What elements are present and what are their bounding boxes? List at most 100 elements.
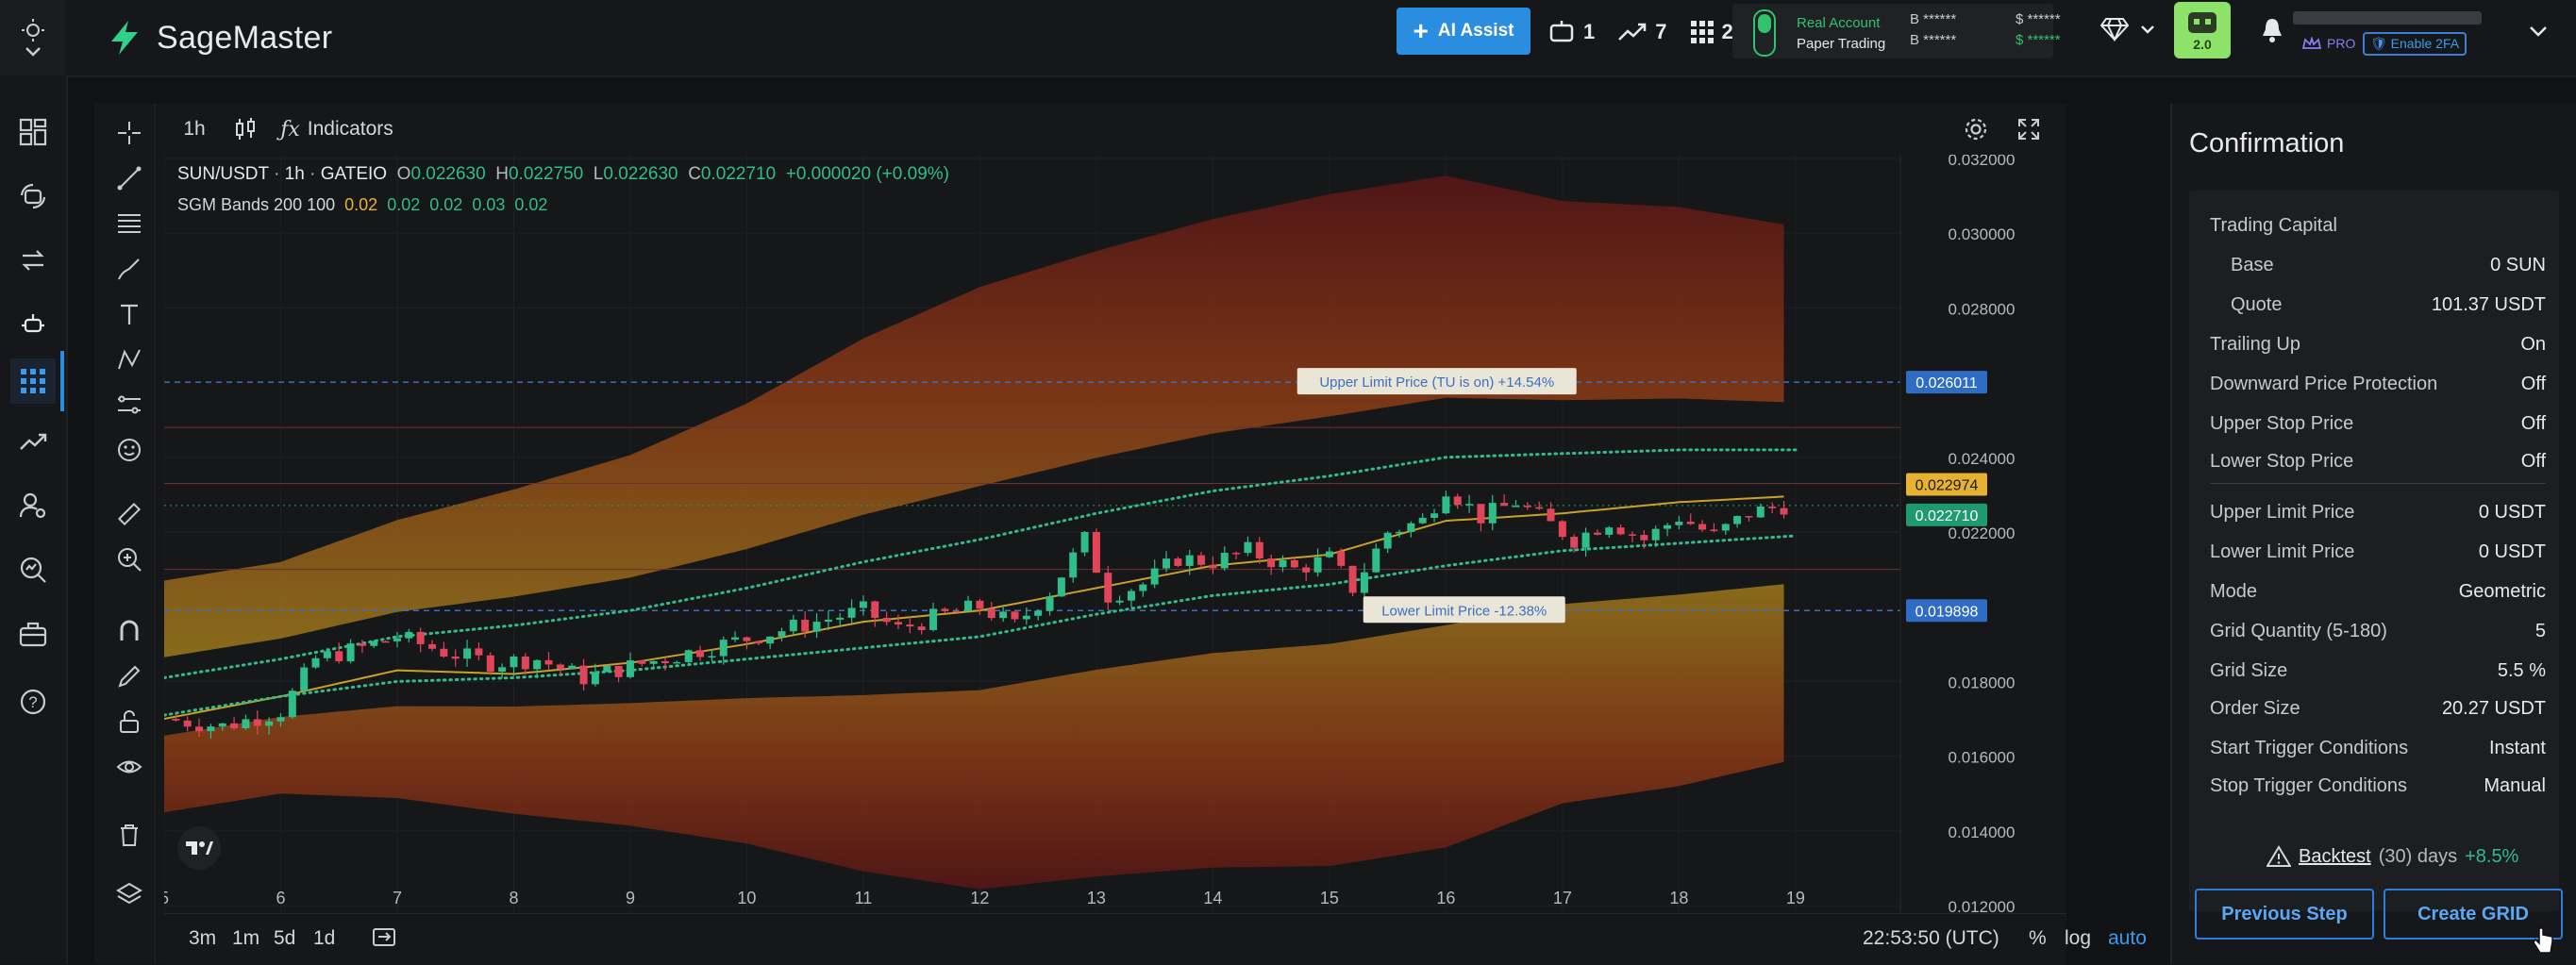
date-range-button[interactable] — [372, 925, 396, 954]
forecast-tool[interactable] — [113, 389, 145, 421]
system-menu[interactable] — [0, 0, 66, 75]
visibility-tool[interactable] — [113, 751, 145, 783]
candle-body — [428, 643, 437, 649]
candle-body — [416, 631, 425, 644]
ai-assist-button[interactable]: + AI Assist — [1397, 8, 1531, 55]
candle-body — [1255, 541, 1263, 559]
lock-draw-tool[interactable] — [113, 660, 145, 692]
x-tick-label: 8 — [509, 889, 518, 907]
y-tick-label: 0.018000 — [1949, 674, 2016, 691]
backtest-link[interactable]: Backtest — [2299, 845, 2371, 867]
candle-body — [1675, 522, 1683, 525]
account-toggle[interactable] — [1753, 9, 1776, 57]
zoom-tool[interactable] — [113, 543, 145, 575]
plan-menu[interactable] — [2100, 17, 2155, 42]
range-1m-button[interactable]: 1m — [232, 927, 260, 949]
utc-clock[interactable]: 22:53:50 (UTC) — [1863, 927, 1999, 949]
sidebar-swap[interactable] — [10, 238, 56, 283]
divider — [2210, 483, 2546, 484]
tradingview-logo[interactable] — [177, 826, 221, 870]
row-label: Mode — [2210, 581, 2258, 602]
row-value: 0 SUN — [2490, 255, 2546, 275]
range-1d-button[interactable]: 1d — [313, 927, 336, 949]
fib-tool[interactable] — [113, 208, 145, 240]
range-3m-button[interactable]: 3m — [189, 927, 217, 949]
chart-settings-button[interactable] — [1957, 111, 1995, 147]
x-tick-label: 14 — [1203, 889, 1222, 907]
create-grid-button[interactable]: Create GRID — [2384, 889, 2563, 940]
sidebar-dashboard[interactable] — [10, 109, 56, 155]
sidebar-analytics[interactable] — [10, 547, 56, 592]
lock-tool[interactable] — [113, 706, 145, 738]
candle-body — [1057, 577, 1065, 597]
candle-body — [1069, 552, 1078, 578]
x-tick-label: 9 — [626, 889, 635, 907]
sidebar-grid-bots[interactable] — [10, 358, 56, 404]
row-label: Order Size — [2210, 698, 2300, 719]
app-logo[interactable]: SageMaster — [106, 13, 332, 62]
crosshair-tool[interactable] — [113, 117, 145, 149]
user-menu-caret[interactable] — [2529, 25, 2548, 42]
notifications-button[interactable] — [2261, 17, 2283, 48]
trendline-tool[interactable] — [113, 162, 145, 194]
middle-band-line — [164, 495, 1784, 720]
summary-row: Downward Price Protection Off — [2210, 374, 2546, 395]
magnet-tool[interactable] — [113, 615, 145, 647]
sidebar-help[interactable]: ? — [10, 679, 56, 724]
candle-body — [1488, 503, 1497, 524]
expand-icon — [2018, 119, 2039, 140]
ruler-tool[interactable] — [113, 498, 145, 530]
candle-body — [288, 690, 296, 718]
trend-counter[interactable]: 7 — [1617, 20, 1667, 44]
legend-l-label: L — [593, 164, 604, 184]
bot-counters[interactable]: 1 7 2 — [1547, 9, 1760, 55]
brush-tool[interactable] — [113, 253, 145, 285]
log-scale-button[interactable]: log — [2065, 927, 2092, 949]
pattern-icon — [118, 349, 141, 370]
sidebar-users[interactable] — [10, 483, 56, 528]
y-tick-label: 0.012000 — [1949, 898, 2016, 913]
layers-tool[interactable] — [113, 877, 145, 909]
candle-body — [1593, 532, 1601, 535]
sidebar-portfolio[interactable] — [10, 611, 56, 657]
candle-body — [1267, 558, 1276, 568]
ai-assist-label: AI Assist — [1437, 21, 1514, 41]
fib-lines-icon — [118, 214, 141, 233]
row-label: Lower Limit Price — [2210, 541, 2355, 562]
interval-button[interactable]: 1h — [172, 111, 217, 147]
fullscreen-button[interactable] — [2010, 111, 2048, 147]
range-5d-button[interactable]: 5d — [274, 927, 296, 949]
auto-scale-button[interactable]: auto — [2108, 927, 2147, 949]
enable-2fa-button[interactable]: 🛡 Enable 2FA — [2363, 32, 2467, 56]
pattern-tool[interactable] — [113, 343, 145, 375]
sidebar-automation[interactable] — [10, 302, 56, 347]
indicators-button[interactable]: ƒx Indicators — [276, 111, 398, 147]
bot-counter[interactable]: 1 — [1547, 20, 1595, 44]
emoji-tool[interactable] — [113, 434, 145, 466]
previous-step-button[interactable]: Previous Step — [2195, 889, 2374, 940]
percent-scale-button[interactable]: % — [2029, 927, 2047, 949]
price-chart[interactable]: Upper Limit Price (TU is on) +14.54% Lowe… — [164, 155, 2066, 913]
legend-high: 0.022750 — [508, 164, 584, 184]
candle-body — [917, 626, 926, 630]
delete-tool[interactable] — [113, 819, 145, 851]
price-label: 0.022974 — [1915, 477, 1979, 493]
text-tool[interactable] — [113, 298, 145, 330]
row-value: 101.37 USDT — [2431, 294, 2546, 315]
balance-usd: $ ****** $ ****** — [2016, 9, 2061, 51]
row-label: Upper Stop Price — [2210, 413, 2354, 434]
candle-body — [1698, 524, 1707, 530]
indicator-value: 0.02 — [344, 195, 378, 214]
candle-body — [1290, 559, 1298, 568]
account-switcher[interactable] — [1732, 4, 2053, 58]
robot-version-badge[interactable]: 2.0 — [2174, 2, 2231, 58]
sidebar-bots[interactable] — [10, 174, 56, 219]
summary-row: Lower Stop Price Off — [2210, 451, 2546, 473]
sidebar-trends[interactable] — [10, 419, 56, 464]
candle-body — [1558, 521, 1566, 538]
candle-body — [871, 601, 879, 618]
summary-row: Lower Limit Price 0 USDT — [2210, 541, 2546, 563]
candle-type-button[interactable] — [225, 111, 266, 147]
candle-body — [1232, 552, 1241, 555]
candle-body — [719, 640, 728, 657]
